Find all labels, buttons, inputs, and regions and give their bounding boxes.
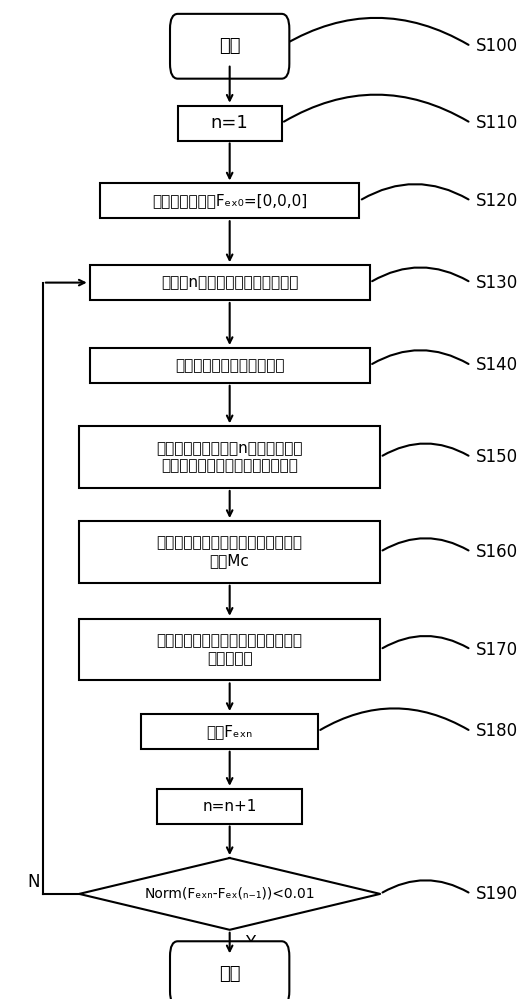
- Text: 将倒数n个臂杆与中心块视为整体: 将倒数n个臂杆与中心块视为整体: [161, 275, 298, 290]
- Text: S120: S120: [476, 192, 518, 210]
- Text: S160: S160: [476, 543, 518, 561]
- Text: S170: S170: [476, 641, 518, 659]
- Polygon shape: [79, 858, 380, 930]
- Text: Norm(Fₑₓₙ-Fₑₓ(ₙ₋₁))<0.01: Norm(Fₑₓₙ-Fₑₓ(ₙ₋₁))<0.01: [144, 887, 315, 901]
- FancyBboxPatch shape: [89, 348, 370, 383]
- Text: S110: S110: [476, 114, 518, 132]
- FancyBboxPatch shape: [89, 265, 370, 300]
- FancyBboxPatch shape: [178, 106, 281, 141]
- Text: 假设末端作用力Fₑₓ₀=[0,0,0]: 假设末端作用力Fₑₓ₀=[0,0,0]: [152, 193, 307, 208]
- Text: Y: Y: [245, 934, 256, 952]
- Text: 列出当前子系统的动力学平衡方程，
计算Mᴄ: 列出当前子系统的动力学平衡方程， 计算Mᴄ: [157, 536, 303, 568]
- Text: n=1: n=1: [211, 114, 249, 132]
- Text: N: N: [28, 873, 40, 891]
- Text: 计算臂杆受到的绳索作用力: 计算臂杆受到的绳索作用力: [175, 358, 285, 373]
- Text: S130: S130: [476, 274, 518, 292]
- Text: S100: S100: [476, 37, 518, 55]
- FancyBboxPatch shape: [79, 426, 380, 488]
- Text: S190: S190: [476, 885, 518, 903]
- FancyBboxPatch shape: [170, 14, 289, 79]
- Text: S150: S150: [476, 448, 518, 466]
- FancyBboxPatch shape: [170, 941, 289, 1000]
- Text: S140: S140: [476, 356, 518, 374]
- FancyBboxPatch shape: [79, 521, 380, 583]
- Text: 计算各臂杆相对于第n中心块坐标系
的角速度、角加速度、惯性张力阵: 计算各臂杆相对于第n中心块坐标系 的角速度、角加速度、惯性张力阵: [157, 441, 303, 473]
- FancyBboxPatch shape: [79, 619, 380, 680]
- FancyBboxPatch shape: [100, 183, 359, 218]
- Text: 计算重力力矩、绳索作用力力矩、轴
承摩擦力矩: 计算重力力矩、绳索作用力力矩、轴 承摩擦力矩: [157, 633, 303, 666]
- FancyBboxPatch shape: [141, 714, 318, 749]
- Text: S180: S180: [476, 722, 518, 740]
- Text: 计算Fₑₓₙ: 计算Fₑₓₙ: [206, 724, 253, 739]
- Text: 开始: 开始: [219, 37, 240, 55]
- FancyBboxPatch shape: [157, 789, 302, 824]
- Text: n=n+1: n=n+1: [203, 799, 257, 814]
- Text: 结束: 结束: [219, 965, 240, 983]
